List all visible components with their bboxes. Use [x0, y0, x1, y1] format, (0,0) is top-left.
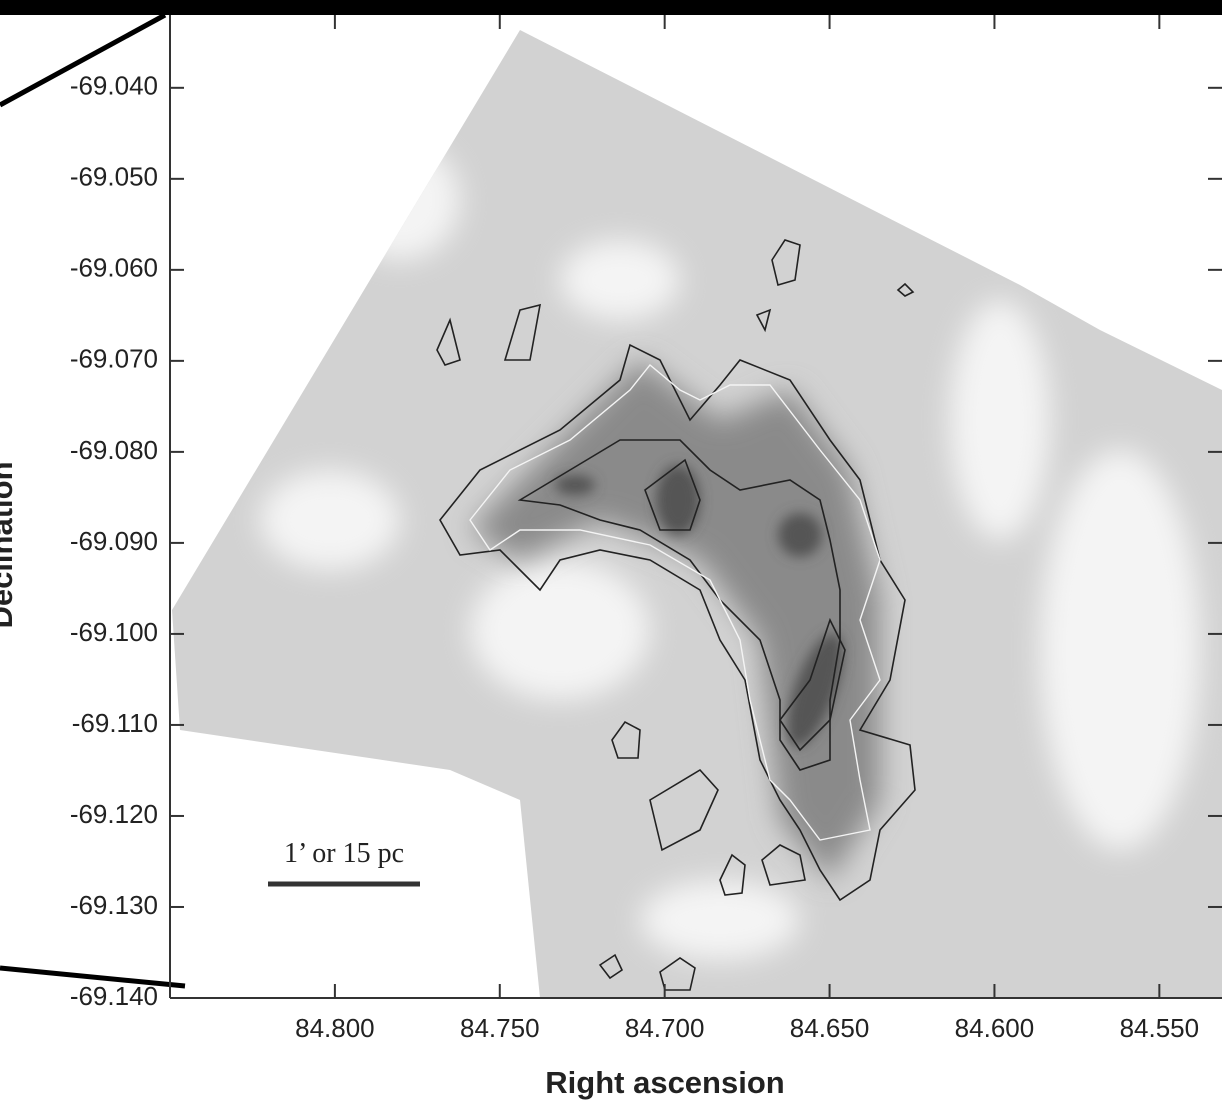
y-axis-label: Declination	[0, 461, 19, 628]
contours-white	[469, 364, 881, 841]
y-tick-label: -69.080	[70, 435, 158, 465]
contours	[436, 239, 916, 991]
x-axis-label: Right ascension	[545, 1065, 784, 1100]
y-tick-label: -69.110	[72, 708, 158, 738]
x-tick-label: 84.650	[790, 1013, 870, 1043]
y-tick-label: -69.090	[70, 526, 158, 556]
x-tick-label: 84.600	[955, 1013, 1035, 1043]
zoom-line	[0, 965, 186, 989]
x-tick-label: 84.800	[295, 1013, 375, 1043]
x-tick-label: 84.550	[1120, 1013, 1200, 1043]
top-bar	[0, 0, 1222, 15]
y-tick-label: -69.060	[70, 253, 158, 283]
y-tick-label: -69.140	[70, 981, 158, 1011]
zoom-line	[0, 12, 167, 108]
x-tick-label: 84.700	[625, 1013, 705, 1043]
y-tick-label: -69.100	[70, 617, 158, 647]
y-tick-label: -69.130	[70, 890, 158, 920]
scale-label: 1’ or 15 pc	[284, 838, 404, 869]
y-tick-label: -69.070	[70, 344, 158, 374]
x-tick-label: 84.750	[460, 1013, 540, 1043]
y-tick-label: -69.050	[70, 162, 158, 192]
y-tick-label: -69.040	[70, 71, 158, 101]
y-tick-label: -69.120	[70, 799, 158, 829]
